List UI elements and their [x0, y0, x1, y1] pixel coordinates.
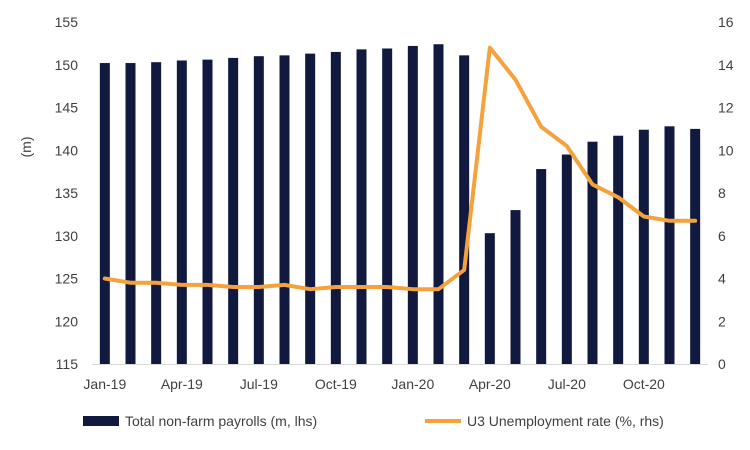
- bar-oct-19: [330, 51, 341, 365]
- bar-mar-19: [151, 62, 162, 365]
- legend: Total non-farm payrolls (m, lhs) U3 Unem…: [83, 413, 664, 429]
- x-tick-label: Apr-19: [161, 376, 203, 392]
- y-axis-title: (m): [18, 137, 34, 158]
- bar-oct-20: [638, 129, 649, 364]
- bar-apr-20: [484, 233, 495, 364]
- x-tick-label: Apr-20: [469, 376, 511, 392]
- bar-aug-19: [279, 55, 290, 364]
- right-tick-label: 0: [718, 356, 726, 372]
- right-axis-ticks: 0 2 4 6 8 10 12 14 16: [718, 14, 734, 372]
- right-tick-label: 10: [718, 142, 734, 158]
- legend-label-payrolls: Total non-farm payrolls (m, lhs): [125, 413, 317, 429]
- bar-aug-20: [587, 141, 598, 364]
- bar-may-19: [202, 59, 213, 365]
- right-tick-label: 2: [718, 313, 726, 329]
- left-tick-label: 140: [55, 142, 79, 158]
- bar-apr-19: [176, 60, 187, 364]
- left-tick-label: 155: [55, 14, 79, 30]
- bar-jul-19: [253, 56, 264, 364]
- bar-mar-20: [459, 55, 470, 364]
- right-tick-label: 14: [718, 57, 734, 73]
- left-axis-ticks: 115 120 125 130 135 140 145 150 155: [55, 14, 79, 372]
- bar-dec-19: [382, 48, 393, 364]
- x-tick-label: Oct-20: [623, 376, 665, 392]
- bar-feb-20: [433, 44, 444, 364]
- bar-jun-20: [536, 169, 547, 364]
- left-tick-label: 115: [56, 356, 79, 372]
- bar-jan-19: [99, 63, 110, 364]
- bar-jan-20: [407, 45, 418, 364]
- x-tick-label: Jan-19: [83, 376, 126, 392]
- x-tick-label: Jul-19: [240, 376, 278, 392]
- right-tick-label: 12: [718, 100, 734, 116]
- bar-series: [99, 44, 701, 365]
- right-tick-label: 16: [718, 14, 734, 30]
- bar-feb-19: [125, 63, 136, 364]
- left-tick-label: 125: [55, 271, 79, 287]
- x-tick-label: Oct-19: [315, 376, 357, 392]
- left-tick-label: 135: [55, 185, 79, 201]
- bar-jun-19: [228, 57, 239, 364]
- bar-jul-20: [561, 154, 572, 364]
- unemployment-line: [102, 45, 698, 292]
- x-tick-label: Jul-20: [548, 376, 586, 392]
- right-tick-label: 6: [718, 228, 726, 244]
- left-tick-label: 120: [55, 313, 79, 329]
- legend-swatch-payrolls: [83, 416, 119, 426]
- bar-sep-20: [613, 135, 624, 364]
- bar-sep-19: [305, 53, 316, 364]
- left-tick-label: 130: [55, 228, 79, 244]
- left-tick-label: 150: [55, 57, 79, 73]
- x-tick-label: Jan-20: [391, 376, 434, 392]
- x-axis-ticks: Jan-19 Apr-19 Jul-19 Oct-19 Jan-20 Apr-20 Jul-…: [83, 376, 665, 392]
- right-tick-label: 8: [718, 185, 726, 201]
- bar-may-20: [510, 210, 521, 364]
- left-tick-label: 145: [55, 100, 79, 116]
- line-series: [102, 45, 698, 292]
- bar-nov-20: [664, 126, 675, 364]
- right-tick-label: 4: [718, 271, 726, 287]
- bar-dec-20: [690, 128, 701, 365]
- bar-nov-19: [356, 49, 367, 365]
- legend-label-unemployment: U3 Unemployment rate (%, rhs): [467, 413, 664, 429]
